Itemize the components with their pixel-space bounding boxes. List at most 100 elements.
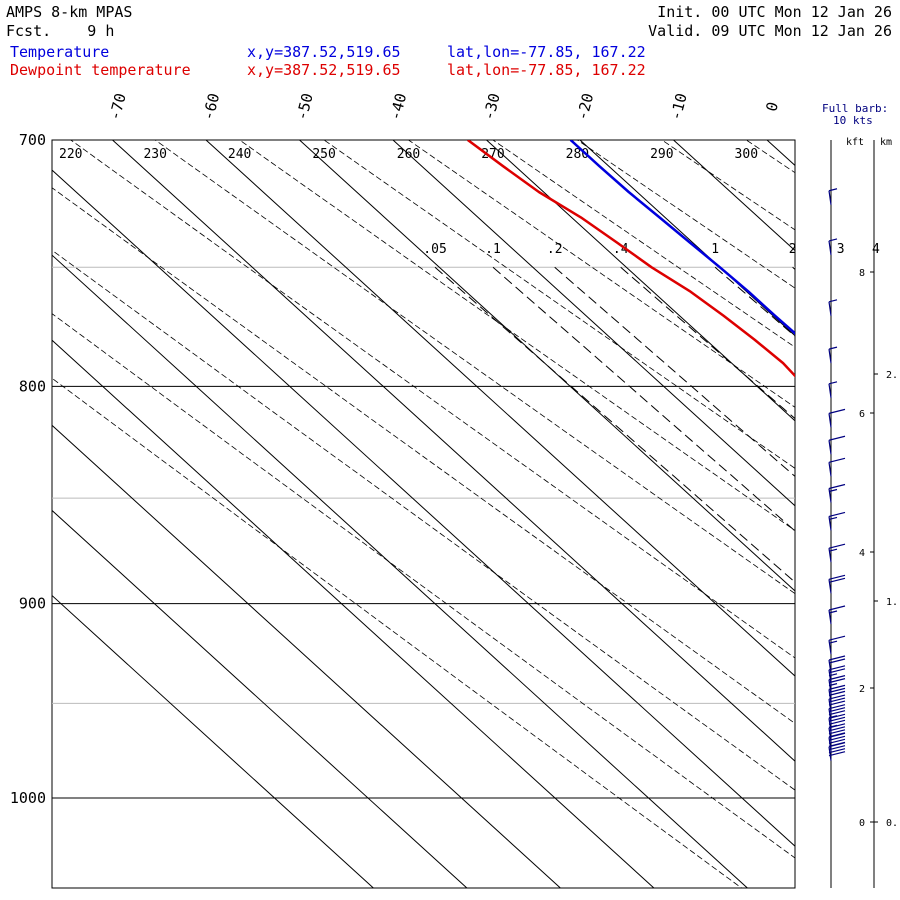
dry-adiabat [745, 140, 795, 174]
dry-adiabat [830, 0, 900, 900]
wind-barb-half [828, 683, 838, 687]
km-tick-label: 2. [886, 370, 898, 381]
theta-label: 290 [650, 147, 673, 162]
mixing-ratio-line [714, 266, 795, 337]
wind-barb-half [828, 715, 838, 719]
isotherm-label: -40 [386, 91, 410, 122]
wind-barb [828, 574, 846, 594]
wind-barb-half [828, 724, 838, 728]
wind-barb [828, 543, 846, 563]
pressure-tick-label: 700 [19, 131, 46, 149]
isotherm-line [766, 140, 795, 167]
isotherm-label: -60 [199, 91, 223, 122]
valid-label: Valid. [648, 22, 703, 40]
mixing-ratio-labels: .05.1.2.412346 [423, 242, 880, 257]
wind-barb-staff [828, 440, 832, 455]
isotherm-line [111, 140, 795, 762]
wind-barb-flag [828, 704, 846, 710]
wind-barb-flag [828, 574, 846, 580]
isotherm-line [392, 140, 795, 507]
kft-label: kft [846, 137, 864, 148]
mixing-ratio-line [620, 266, 795, 420]
isotherm-line [52, 424, 562, 888]
wind-barb [828, 238, 838, 256]
pressure-axis: 700 800 900 1000 [10, 131, 46, 807]
isotherm-line [298, 140, 795, 592]
wind-barb-flag [828, 729, 846, 735]
wind-barb-flag [828, 741, 846, 747]
wind-barb [828, 188, 838, 205]
theta-label: 220 [59, 147, 82, 162]
wind-barb-half [828, 516, 838, 521]
kft-tick-label: 2 [859, 684, 865, 695]
wind-barb-flag [828, 483, 846, 490]
legend-dewpoint-xy: x,y=387.52,519.65 [247, 61, 401, 79]
pressure-tick-label: 1000 [10, 789, 46, 807]
dry-adiabat [52, 377, 743, 888]
wind-barb-staff [828, 383, 832, 398]
wind-barb-flag [828, 457, 846, 463]
wind-barb [828, 605, 846, 625]
wind-barb-flag [828, 748, 846, 754]
barb-legend-line1: Full barb: [822, 102, 888, 115]
mixing-ratio-label: 4 [872, 242, 880, 257]
wind-barb-half [828, 188, 838, 192]
forecast-line: Fcst. 9 h [6, 23, 114, 40]
wind-barb-flag [828, 697, 846, 703]
wind-barb-staff [828, 190, 832, 205]
legend-dewpoint-name: Dewpoint temperature [10, 61, 191, 79]
wind-barb-flag [828, 435, 846, 441]
wind-barb-staff [828, 462, 832, 477]
barb-legend-line2: 10 kts [833, 114, 873, 127]
dry-adiabat [492, 140, 795, 348]
isotherm-line [710, 3, 900, 900]
wind-barb-half [828, 640, 838, 644]
theta-label: 300 [735, 147, 758, 162]
temperature-line [569, 140, 795, 335]
mixing-ratio-line [841, 267, 900, 900]
mixing-ratio-line [876, 267, 900, 900]
theta-label: 230 [143, 147, 166, 162]
wind-barb-flag [828, 668, 846, 674]
model-title: AMPS 8-km MPAS [6, 3, 133, 21]
wind-barb-flag [828, 605, 846, 611]
wind-barb-flag [828, 700, 846, 706]
isotherm-line [52, 339, 655, 888]
wind-barb [828, 408, 846, 428]
wind-barb-half [828, 673, 838, 677]
wind-barb-half [828, 610, 838, 614]
wind-barb-flag [828, 511, 846, 518]
dry-adiabat [238, 140, 795, 531]
dry-adiabat [661, 140, 795, 231]
wind-barb-flag [828, 719, 846, 725]
wind-barb-half [828, 488, 838, 493]
wind-barb-staff [828, 413, 832, 428]
wind-barb-flag [828, 690, 846, 696]
wind-barb-half [828, 381, 838, 385]
mixing-ratio-label: .2 [547, 242, 563, 257]
dry-adiabat [407, 140, 795, 408]
wind-barb-flag [828, 745, 846, 751]
wind-barb-flag [828, 543, 846, 549]
theta-label: 270 [481, 147, 504, 162]
dry-adiabat [576, 140, 795, 289]
wind-barb [828, 457, 846, 477]
theta-labels: 220 230 240 250 260 270 280 290 300 [59, 147, 758, 162]
valid-line: Valid. 09 UTC Mon 12 Jan 26 [648, 23, 892, 40]
kft-tick-label: 4 [859, 548, 865, 559]
mixing-ratio-line [492, 266, 795, 532]
isotherm-label: 0 [762, 100, 782, 113]
isotherm-line [52, 509, 468, 888]
dry-adiabat [583, 0, 900, 900]
valid-value: 09 UTC Mon 12 Jan 26 [711, 22, 892, 40]
init-value: 00 UTC Mon 12 Jan 26 [711, 3, 892, 21]
isotherm-label: -30 [479, 91, 503, 122]
mixing-ratio-line [792, 266, 795, 271]
dry-adiabat [323, 140, 795, 469]
mixing-ratio-label: .4 [613, 242, 629, 257]
wind-barb-flag [828, 732, 846, 738]
wind-barb-half [828, 238, 838, 242]
